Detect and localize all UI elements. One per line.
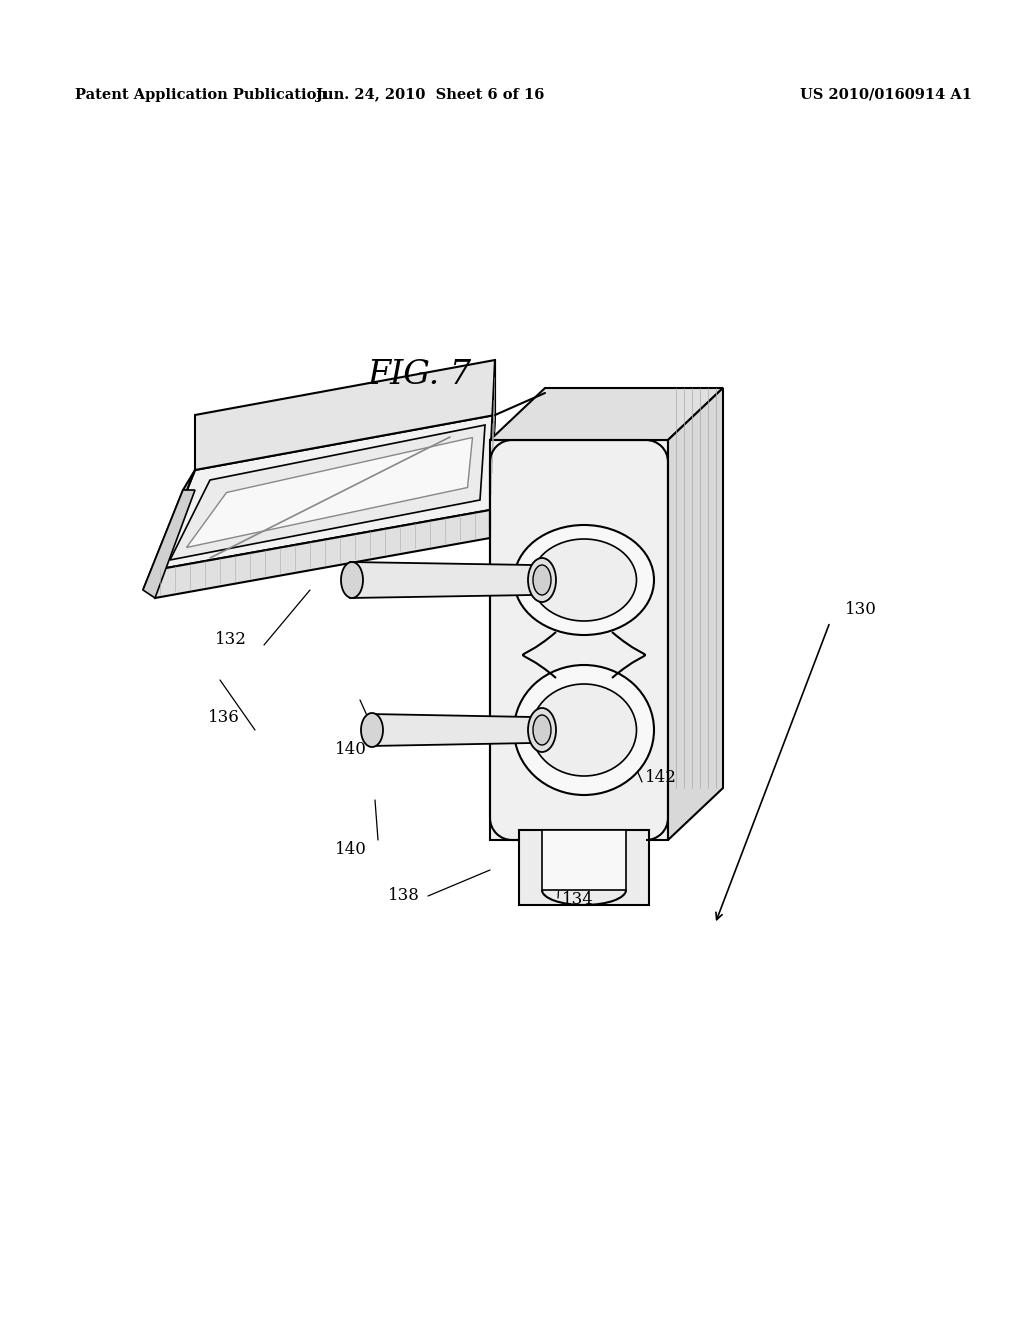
- Polygon shape: [195, 360, 495, 470]
- Polygon shape: [143, 470, 195, 590]
- Ellipse shape: [534, 715, 551, 744]
- Polygon shape: [668, 388, 723, 840]
- Polygon shape: [143, 490, 195, 598]
- Text: 132: 132: [215, 631, 247, 648]
- Ellipse shape: [341, 562, 362, 598]
- Polygon shape: [186, 437, 472, 548]
- Polygon shape: [350, 562, 532, 598]
- Ellipse shape: [361, 713, 383, 747]
- Text: US 2010/0160914 A1: US 2010/0160914 A1: [800, 88, 972, 102]
- Text: 130: 130: [845, 602, 877, 619]
- Text: 138: 138: [388, 887, 420, 904]
- Text: 142: 142: [645, 770, 677, 787]
- Text: Patent Application Publication: Patent Application Publication: [75, 88, 327, 102]
- Polygon shape: [490, 360, 495, 510]
- Text: FIG. 7: FIG. 7: [368, 359, 472, 391]
- Polygon shape: [490, 388, 723, 440]
- Text: 140: 140: [335, 742, 367, 759]
- Polygon shape: [519, 830, 649, 906]
- Ellipse shape: [514, 665, 654, 795]
- Ellipse shape: [534, 565, 551, 595]
- Text: 140: 140: [335, 842, 367, 858]
- Polygon shape: [490, 440, 668, 840]
- Polygon shape: [542, 830, 626, 890]
- Polygon shape: [155, 414, 495, 570]
- Polygon shape: [155, 510, 490, 598]
- Polygon shape: [170, 425, 485, 560]
- Ellipse shape: [531, 539, 637, 620]
- Ellipse shape: [528, 558, 556, 602]
- Ellipse shape: [531, 684, 637, 776]
- Ellipse shape: [528, 708, 556, 752]
- Text: 136: 136: [208, 710, 240, 726]
- Polygon shape: [370, 714, 532, 746]
- Text: Jun. 24, 2010  Sheet 6 of 16: Jun. 24, 2010 Sheet 6 of 16: [315, 88, 544, 102]
- Ellipse shape: [514, 525, 654, 635]
- Text: 134: 134: [562, 891, 594, 908]
